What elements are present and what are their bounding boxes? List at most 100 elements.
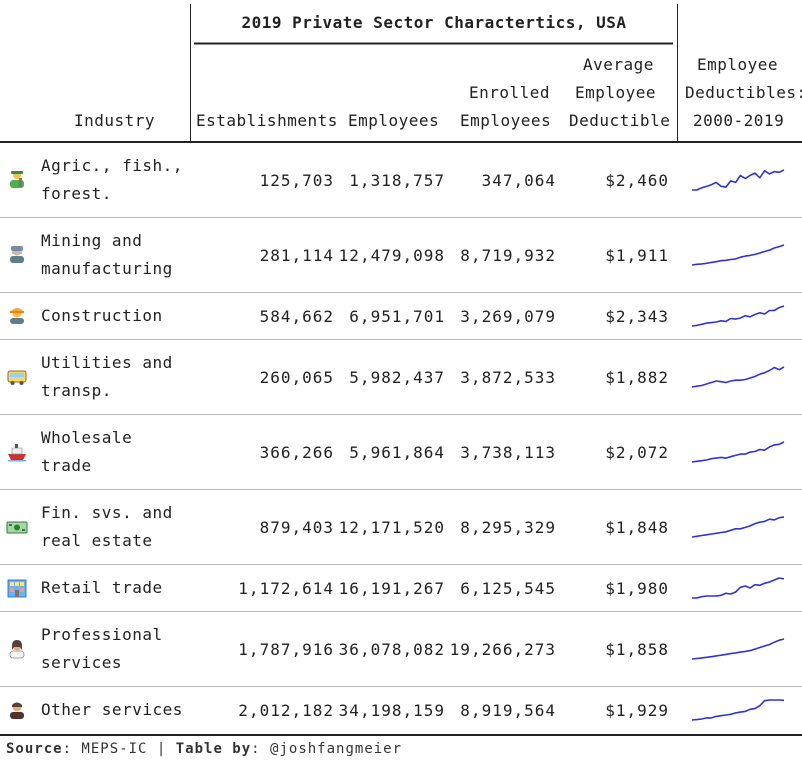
employees-cell: 36,078,082 xyxy=(338,639,445,659)
establishments-cell: 2,012,182 xyxy=(238,700,334,720)
employees-cell: 5,961,864 xyxy=(349,442,445,462)
enrolled-employees-cell: 347,064 xyxy=(481,170,556,190)
table-by-label: Table by xyxy=(175,741,252,757)
sparkline-series xyxy=(691,244,785,266)
sparkline-series xyxy=(691,305,785,327)
enrolled-employees-cell: 6,125,545 xyxy=(460,578,556,598)
establishments-cell: 125,703 xyxy=(259,170,334,190)
column-spanner-title: 2019 Private Sector Charactertics, USA xyxy=(241,12,627,32)
sparkline-series xyxy=(691,699,785,721)
table-row: Construction 584,662 6,951,701 3,269,079 $2,… xyxy=(0,293,802,340)
avg-deductible-cell: $2,460 xyxy=(605,170,669,190)
factory-worker-icon xyxy=(6,218,28,292)
avg-deductible-cell: $1,882 xyxy=(605,367,669,387)
col-header-deductible-1: Average xyxy=(583,55,654,74)
establishments-cell: 366,266 xyxy=(259,442,334,462)
establishments-cell: 1,172,614 xyxy=(238,578,334,598)
employees-cell: 6,951,701 xyxy=(349,306,445,326)
industry-cell: Fin. svs. and real estate xyxy=(41,503,173,550)
industry-cell: Utilities and transp. xyxy=(41,353,173,400)
sparkline-series xyxy=(692,169,785,191)
sparkline-series xyxy=(691,516,785,538)
sparkline-series xyxy=(691,366,785,388)
employees-cell: 1,318,757 xyxy=(349,170,445,190)
col-header-deductible-2: Employee xyxy=(575,83,657,102)
source-value: : MEPS-IC | xyxy=(62,741,176,757)
deductible-sparkline xyxy=(691,244,785,266)
col-header-trend-1: Employee xyxy=(697,55,779,74)
employees-cell: 34,198,159 xyxy=(338,700,445,720)
avg-deductible-cell: $2,072 xyxy=(605,442,669,462)
avg-deductible-cell: $1,911 xyxy=(605,245,669,265)
deductible-sparkline xyxy=(691,366,785,388)
table-row: Retail trade 1,172,614 16,191,267 6,125,545… xyxy=(0,565,802,612)
bus-icon xyxy=(6,340,28,414)
deductible-sparkline xyxy=(691,516,785,538)
col-header-establishments: Establishments xyxy=(196,111,338,130)
table-row: Mining and manufacturing 281,114 12,479,09… xyxy=(0,218,802,293)
worker-icon xyxy=(6,687,28,733)
establishments-cell: 584,662 xyxy=(259,306,334,326)
table-by-value: : @joshfangmeier xyxy=(251,741,403,757)
table-row: Other services 2,012,182 34,198,159 8,919,5… xyxy=(0,687,802,733)
deductible-sparkline xyxy=(691,441,785,463)
avg-deductible-cell: $1,848 xyxy=(605,517,669,537)
employees-cell: 12,171,520 xyxy=(338,517,445,537)
industry-cell: Other services xyxy=(41,700,183,719)
establishments-cell: 281,114 xyxy=(259,245,334,265)
deductible-sparkline xyxy=(691,638,785,660)
establishments-cell: 260,065 xyxy=(259,367,334,387)
avg-deductible-cell: $1,858 xyxy=(605,639,669,659)
construction-worker-icon xyxy=(6,293,28,339)
employees-cell: 5,982,437 xyxy=(349,367,445,387)
professional-icon xyxy=(6,612,28,686)
industry-cell: Wholesale trade xyxy=(41,428,133,475)
enrolled-employees-cell: 8,295,329 xyxy=(460,517,556,537)
store-icon xyxy=(6,565,28,611)
employees-cell: 12,479,098 xyxy=(338,245,445,265)
ship-icon xyxy=(6,415,28,489)
table-row: Wholesale trade 366,266 5,961,864 3,738,113… xyxy=(0,415,802,490)
establishments-cell: 879,403 xyxy=(259,517,334,537)
deductible-sparkline xyxy=(691,305,785,327)
source-label: Source xyxy=(6,741,63,757)
table-row: Utilities and transp. 260,065 5,982,437 3,8… xyxy=(0,340,802,415)
col-header-trend-3: 2000-2019 xyxy=(693,111,785,130)
farmer-icon xyxy=(6,143,28,217)
industry-cell: Professional services xyxy=(41,625,163,672)
avg-deductible-cell: $1,929 xyxy=(605,700,669,720)
col-header-industry: Industry xyxy=(74,111,156,130)
enrolled-employees-cell: 3,738,113 xyxy=(460,442,556,462)
col-header-employees: Employees xyxy=(348,111,440,130)
col-header-deductible-3: Deductible xyxy=(569,111,671,130)
industry-cell: Retail trade xyxy=(41,578,163,597)
enrolled-employees-cell: 8,919,564 xyxy=(460,700,556,720)
avg-deductible-cell: $2,343 xyxy=(605,306,669,326)
col-header-enrolled-1: Enrolled xyxy=(469,83,551,102)
deductible-sparkline xyxy=(692,577,785,599)
enrolled-employees-cell: 8,719,932 xyxy=(460,245,556,265)
col-header-enrolled-2: Employees xyxy=(460,111,552,130)
enrolled-employees-cell: 19,266,273 xyxy=(449,639,556,659)
avg-deductible-cell: $1,980 xyxy=(605,578,669,598)
enrolled-employees-cell: 3,872,533 xyxy=(460,367,556,387)
industry-cell: Mining and manufacturing xyxy=(41,231,173,278)
employees-cell: 16,191,267 xyxy=(338,578,445,598)
industry-cell: Agric., fish., forest. xyxy=(41,156,183,203)
sparkline-series xyxy=(692,577,785,599)
col-header-trend-2: Deductibles: xyxy=(685,83,802,102)
money-icon xyxy=(6,490,28,564)
source-note: Source: MEPS-IC | Table by: @joshfangmei… xyxy=(6,741,402,757)
enrolled-employees-cell: 3,269,079 xyxy=(460,306,556,326)
sparkline-series xyxy=(691,638,785,660)
table-row: Agric., fish., forest. 125,703 1,318,757 34… xyxy=(0,143,802,218)
establishments-cell: 1,787,916 xyxy=(238,639,334,659)
industry-cell: Construction xyxy=(41,306,163,325)
sparkline-series xyxy=(691,441,785,463)
table-row: Professional services 1,787,916 36,078,082… xyxy=(0,612,802,687)
deductible-sparkline xyxy=(691,699,785,721)
deductible-sparkline xyxy=(692,169,785,191)
table-row: Fin. svs. and real estate 879,403 12,171,5… xyxy=(0,490,802,565)
